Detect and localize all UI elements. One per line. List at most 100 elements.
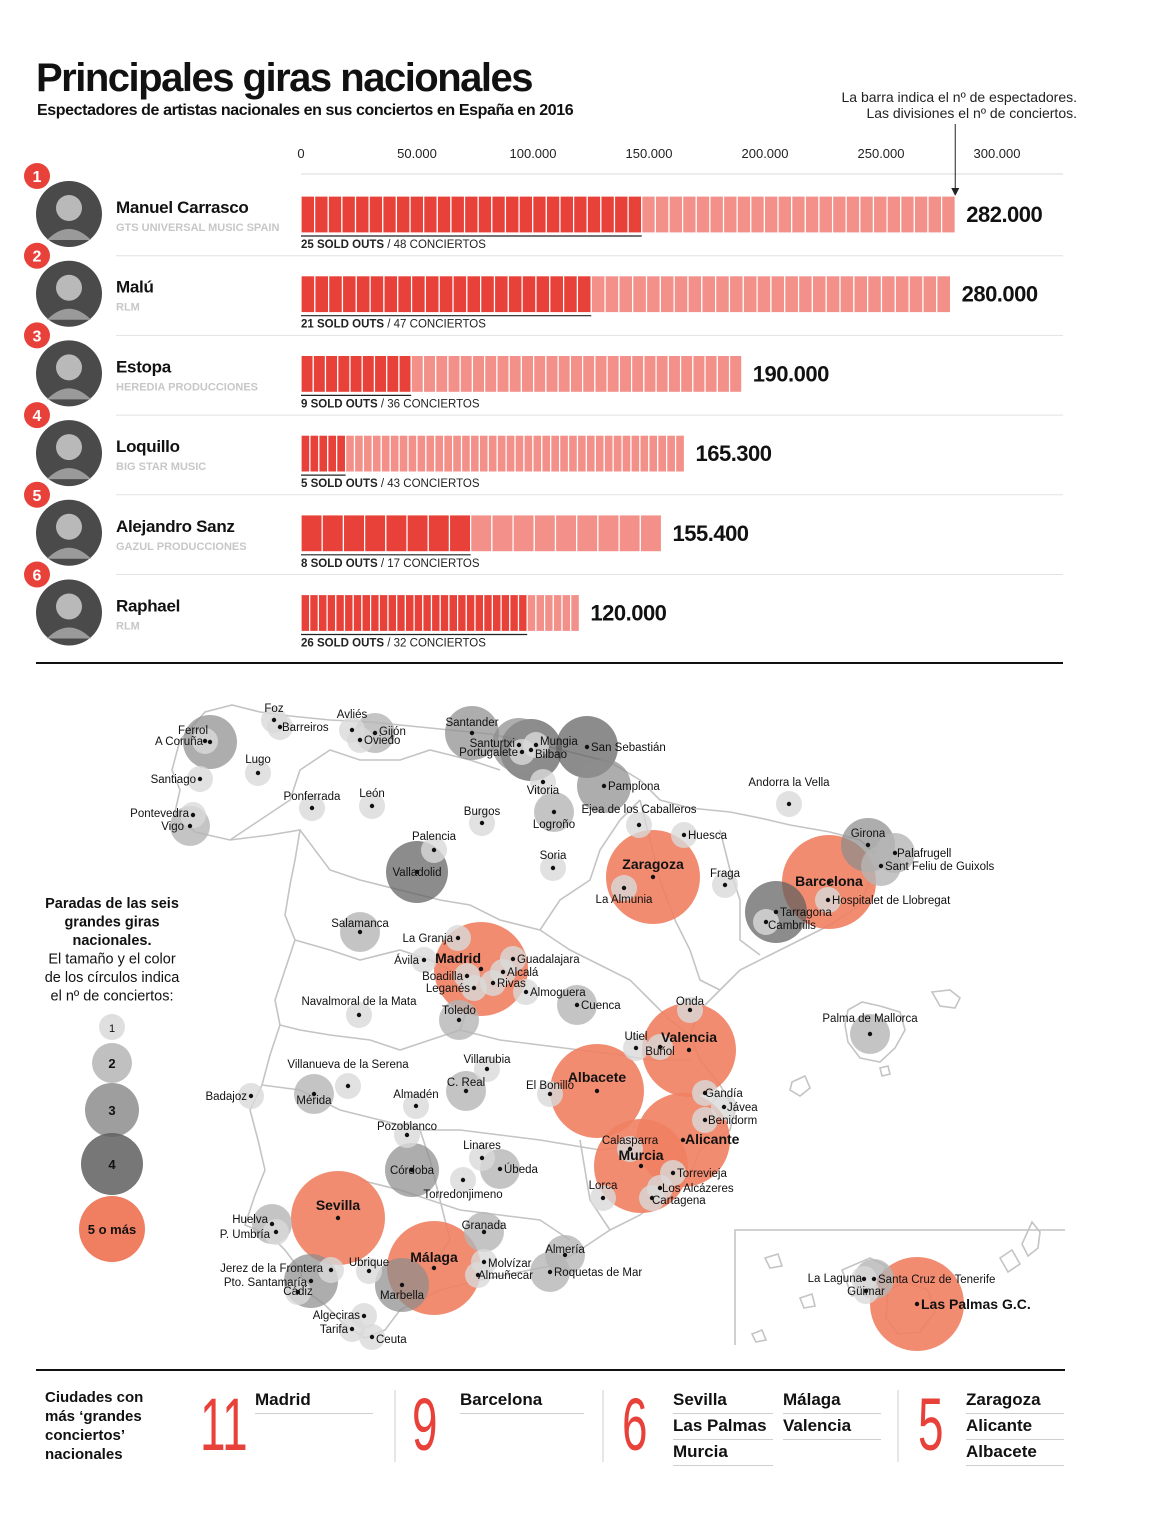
concert-segment bbox=[423, 195, 438, 234]
city-label: Ávila bbox=[394, 954, 420, 967]
city-label: Ponferrada bbox=[284, 791, 342, 803]
avatar-head bbox=[56, 593, 82, 620]
city-label: Córdoba bbox=[390, 1165, 435, 1177]
concert-segment bbox=[811, 275, 827, 314]
city-label: Rivas bbox=[497, 978, 526, 990]
concert-segment bbox=[448, 593, 459, 633]
spectators-value: 282.000 bbox=[966, 202, 1042, 227]
concert-segment bbox=[618, 275, 634, 314]
city-dot bbox=[187, 823, 193, 829]
city-label: Santurtxi bbox=[470, 738, 515, 750]
concert-segment bbox=[606, 354, 620, 393]
concert-segment bbox=[398, 434, 409, 473]
concert-segment bbox=[493, 275, 509, 314]
concert-segment bbox=[465, 593, 476, 633]
concert-segment bbox=[627, 195, 643, 234]
artist-name: Raphael bbox=[116, 597, 180, 616]
top-city-zaragoza: Zaragoza bbox=[966, 1390, 1064, 1414]
rank-number: 5 bbox=[33, 488, 42, 505]
concert-segment bbox=[804, 195, 820, 234]
rank-number: 6 bbox=[33, 568, 42, 585]
legend-label: 5 o más bbox=[88, 1222, 136, 1237]
concert-segment bbox=[460, 434, 472, 473]
concert-segment bbox=[715, 275, 731, 314]
city-dot bbox=[255, 770, 261, 776]
concert-segment bbox=[679, 354, 694, 393]
concert-segment bbox=[585, 434, 596, 473]
top-city-barcelona: Barcelona bbox=[460, 1390, 584, 1414]
city-dot bbox=[871, 1276, 877, 1282]
city-dot bbox=[547, 1269, 553, 1275]
concert-segment bbox=[554, 514, 578, 553]
x-tick-label: 50.000 bbox=[397, 146, 437, 161]
concert-segment bbox=[777, 195, 793, 234]
concert-segment bbox=[709, 195, 725, 234]
concert-segment bbox=[659, 275, 675, 314]
avatar-shoulders bbox=[47, 627, 91, 639]
artist-label: GAZUL PRODUCCIONES bbox=[116, 541, 247, 553]
concert-segment bbox=[750, 195, 766, 234]
city-dot bbox=[455, 935, 461, 941]
city-label: Utiel bbox=[624, 1031, 647, 1043]
city-dot bbox=[399, 1282, 405, 1288]
concert-segment bbox=[818, 195, 834, 234]
city-dot bbox=[540, 779, 546, 785]
artist-name: Estopa bbox=[116, 357, 172, 376]
city-label: Sant Feliu de Guixols bbox=[885, 861, 995, 873]
city-label: Ubrique bbox=[349, 1257, 389, 1269]
city-dot bbox=[914, 1301, 920, 1307]
city-dot bbox=[479, 820, 485, 826]
concert-segment bbox=[300, 195, 316, 234]
city-label: Villanueva de la Serena bbox=[287, 1059, 409, 1071]
city-dot bbox=[621, 885, 627, 891]
city-label: Lorca bbox=[589, 1180, 618, 1192]
concert-segment bbox=[845, 195, 861, 234]
concert-segment bbox=[641, 195, 656, 234]
concert-segment bbox=[321, 514, 345, 553]
city-dot bbox=[550, 865, 556, 871]
legend-text: de los círculos indica bbox=[45, 970, 181, 986]
city-dot bbox=[594, 1088, 600, 1094]
concert-segment bbox=[613, 195, 629, 234]
concert-segment bbox=[300, 434, 311, 473]
city-dot bbox=[551, 809, 557, 815]
concert-segment bbox=[378, 593, 389, 633]
concert-segment bbox=[936, 275, 952, 314]
concert-segment bbox=[382, 195, 398, 234]
city-dot bbox=[361, 1313, 367, 1319]
city-dot bbox=[533, 742, 539, 748]
annotation-arrowhead bbox=[951, 188, 960, 196]
concert-segment bbox=[756, 275, 772, 314]
concert-segment bbox=[666, 434, 677, 473]
concert-segment bbox=[880, 275, 896, 314]
city-label: Boadilla bbox=[422, 971, 464, 983]
concert-segment bbox=[853, 275, 869, 314]
city-dot bbox=[431, 1265, 437, 1271]
city-label: Logroño bbox=[533, 819, 575, 831]
city-label: Soria bbox=[540, 850, 567, 862]
legend-label: 3 bbox=[108, 1103, 115, 1118]
concert-segment bbox=[543, 593, 554, 633]
city-label: El Bonillo bbox=[526, 1080, 574, 1092]
city-dot bbox=[431, 847, 437, 853]
city-label: Mungia bbox=[540, 736, 578, 748]
city-dot bbox=[369, 803, 375, 809]
concert-segment bbox=[474, 593, 485, 633]
concert-segment bbox=[354, 195, 370, 234]
concert-segment bbox=[668, 195, 684, 234]
city-dot bbox=[523, 989, 529, 995]
concert-segment bbox=[496, 434, 507, 473]
concert-segment bbox=[654, 195, 670, 234]
city-label: Cartagena bbox=[652, 1195, 706, 1207]
city-dot bbox=[308, 1278, 314, 1284]
concert-segment bbox=[549, 275, 565, 314]
concert-segment bbox=[867, 275, 883, 314]
city-dot bbox=[600, 1195, 606, 1201]
city-label: Granada bbox=[462, 1220, 507, 1232]
city-dot bbox=[680, 1137, 686, 1143]
city-dot bbox=[681, 832, 687, 838]
city-dot bbox=[687, 1007, 693, 1013]
city-dot bbox=[309, 805, 315, 811]
x-tick-label: 100.000 bbox=[510, 146, 557, 161]
concert-segment bbox=[576, 434, 587, 473]
